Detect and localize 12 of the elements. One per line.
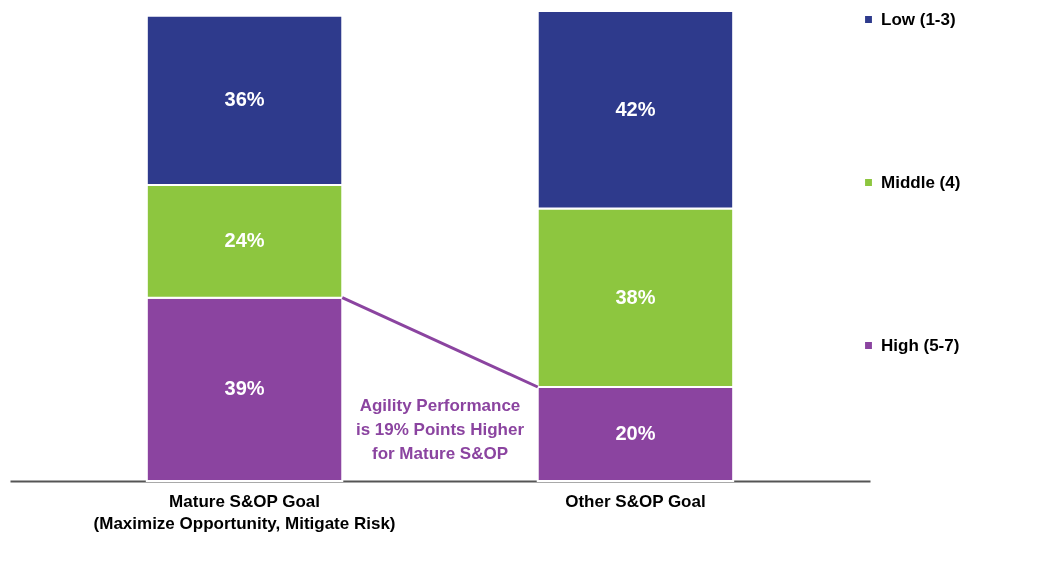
data-label: 38% (615, 285, 656, 308)
data-label: 39% (224, 377, 265, 400)
legend-label: High (5-7) (881, 335, 960, 355)
annotation: Agility Performance is 19% Points Higher for Mature S&OP (355, 395, 525, 463)
data-label: 36% (224, 88, 265, 111)
data-label: 42% (615, 97, 656, 120)
legend-label: Middle (4) (881, 172, 961, 192)
x-tick-label: Mature S&OP Goal (Maximize Opportunity, Mitigate Risk) (93, 491, 396, 533)
data-label: 24% (224, 229, 265, 252)
x-tick-label: Other S&OP Goal (565, 491, 706, 511)
legend-label: Low (1-3) (881, 9, 956, 29)
data-label: 20% (615, 422, 656, 444)
